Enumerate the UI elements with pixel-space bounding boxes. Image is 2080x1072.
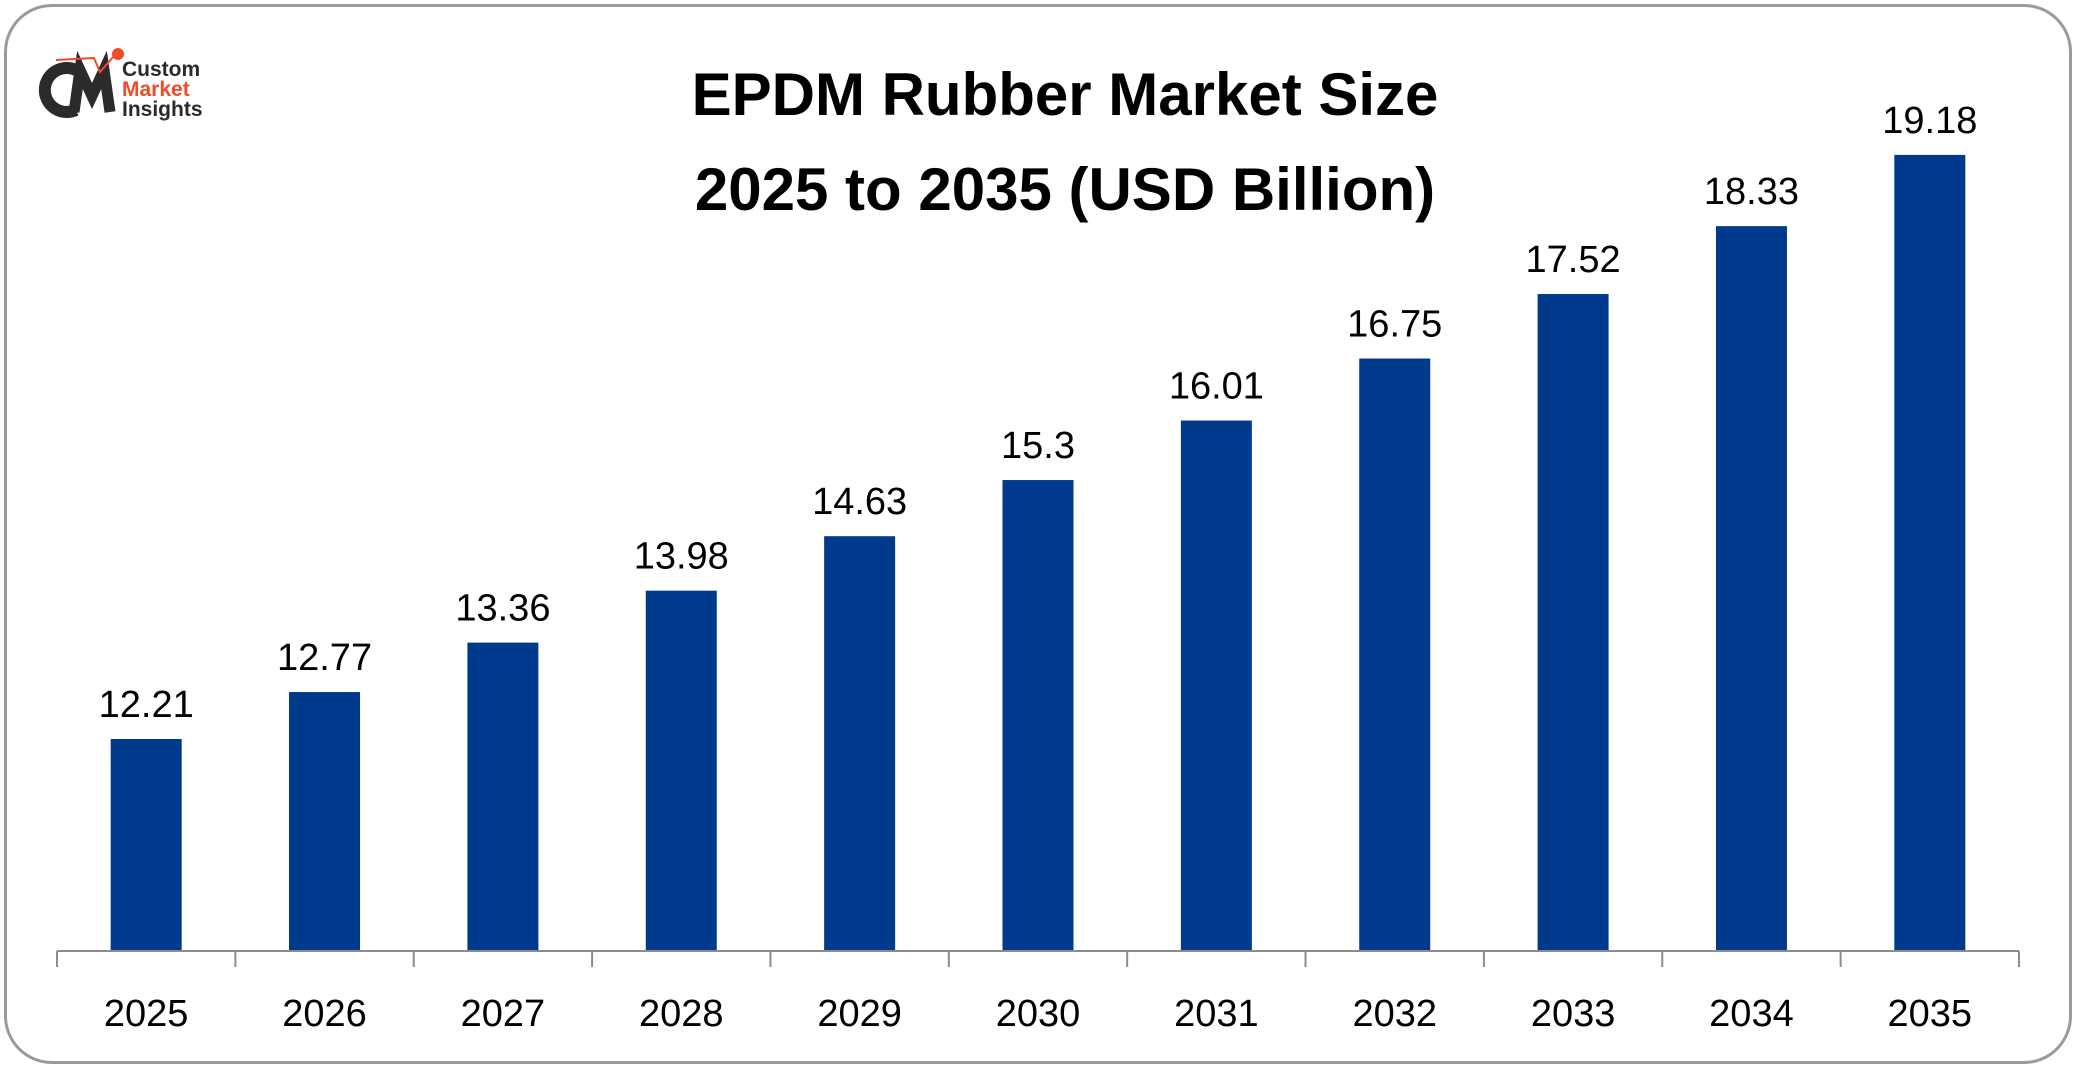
bar-2027	[467, 642, 539, 951]
bar-2028	[645, 590, 717, 951]
data-label-2025: 12.21	[99, 684, 194, 726]
chart-title-line1: EPDM Rubber Market Size	[691, 61, 1439, 128]
data-label-2026: 12.77	[277, 637, 372, 679]
bar-2029	[824, 536, 896, 951]
chart-frame	[4, 4, 2072, 1064]
bar-2031	[1180, 420, 1252, 951]
bar-2025	[110, 738, 182, 951]
x-tick-label-2025: 2025	[104, 993, 189, 1035]
bar-2030	[1002, 480, 1074, 951]
x-tick-label-2031: 2031	[1174, 993, 1259, 1035]
data-label-2027: 13.36	[455, 588, 550, 630]
logo-line-insights: Insights	[122, 98, 203, 121]
x-tick-label-2033: 2033	[1531, 993, 1616, 1035]
x-tick-label-2030: 2030	[996, 993, 1081, 1035]
data-label-2032: 16.75	[1347, 304, 1442, 346]
x-tick-label-2035: 2035	[1888, 993, 1973, 1035]
bar-2035	[1894, 154, 1966, 951]
x-tick-label-2026: 2026	[282, 993, 367, 1035]
logo-line-market: Market	[122, 78, 190, 101]
logo-line-custom: Custom	[122, 58, 201, 81]
data-label-2034: 18.33	[1704, 171, 1799, 213]
cmi-logo-icon	[38, 48, 124, 118]
bar-2034	[1715, 226, 1787, 951]
data-label-2031: 16.01	[1169, 366, 1264, 408]
data-label-2035: 19.18	[1882, 100, 1977, 142]
chart-title-line2: 2025 to 2035 (USD Billion)	[694, 156, 1436, 223]
data-label-2030: 15.3	[1001, 425, 1075, 467]
logo-text: Custom Market Insights	[122, 58, 203, 121]
bar-2026	[289, 692, 361, 951]
x-tick-label-2029: 2029	[817, 993, 902, 1035]
x-tick-label-2032: 2032	[1352, 993, 1437, 1035]
bar-2033	[1537, 294, 1609, 951]
x-tick-label-2028: 2028	[639, 993, 724, 1035]
x-tick-label-2027: 2027	[461, 993, 546, 1035]
bar-2032	[1359, 358, 1431, 951]
data-label-2029: 14.63	[812, 481, 907, 523]
x-tick-label-2034: 2034	[1709, 993, 1794, 1035]
data-label-2028: 13.98	[634, 536, 729, 578]
data-label-2033: 17.52	[1526, 239, 1621, 281]
